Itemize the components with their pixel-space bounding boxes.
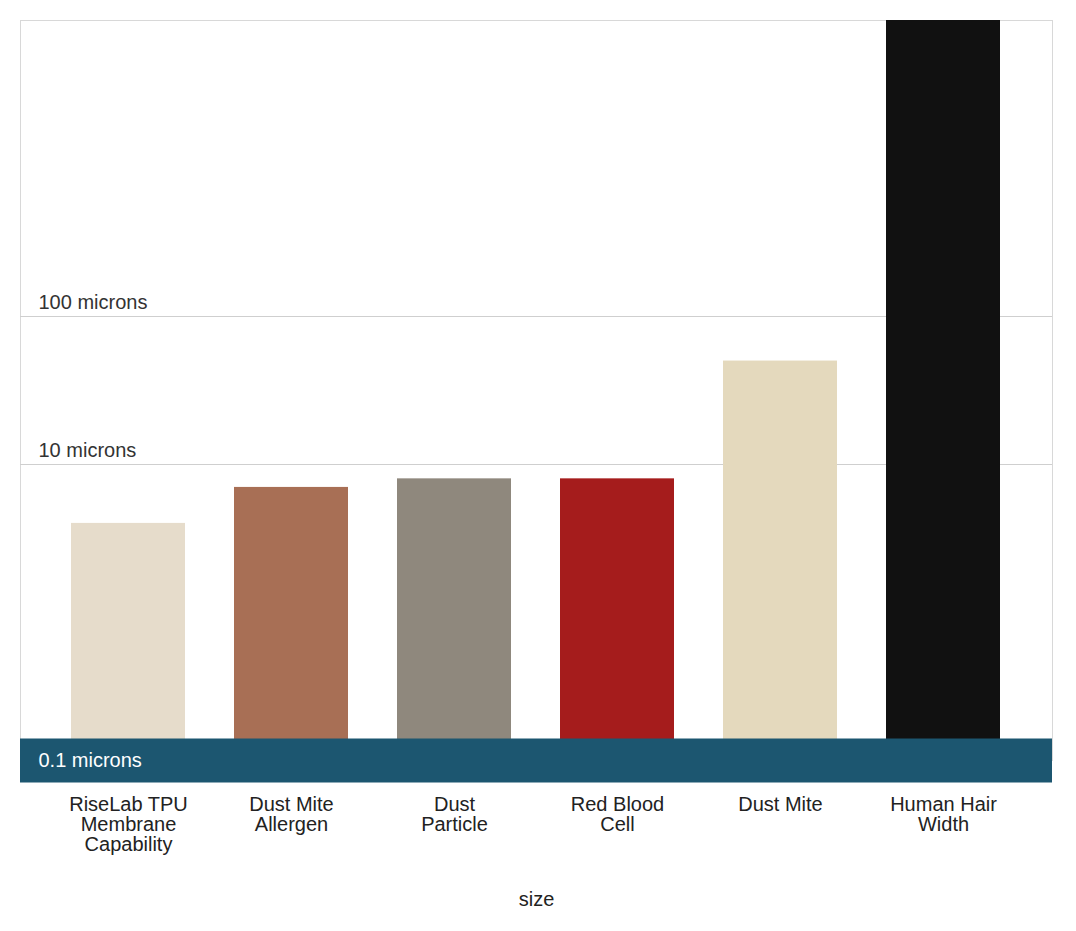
- svg-text:size: size: [519, 888, 555, 910]
- svg-text:DustParticle: DustParticle: [421, 793, 488, 835]
- svg-text:10 microns: 10 microns: [39, 439, 137, 461]
- svg-text:0.1 microns: 0.1 microns: [39, 749, 142, 771]
- svg-text:RiseLab TPUMembraneCapability: RiseLab TPUMembraneCapability: [69, 793, 188, 855]
- svg-text:Dust Mite: Dust Mite: [738, 793, 822, 815]
- svg-text:Dust MiteAllergen: Dust MiteAllergen: [249, 793, 333, 835]
- svg-text:100 microns: 100 microns: [39, 291, 148, 313]
- svg-text:Human HairWidth: Human HairWidth: [890, 793, 997, 835]
- svg-text:Red BloodCell: Red BloodCell: [571, 793, 664, 835]
